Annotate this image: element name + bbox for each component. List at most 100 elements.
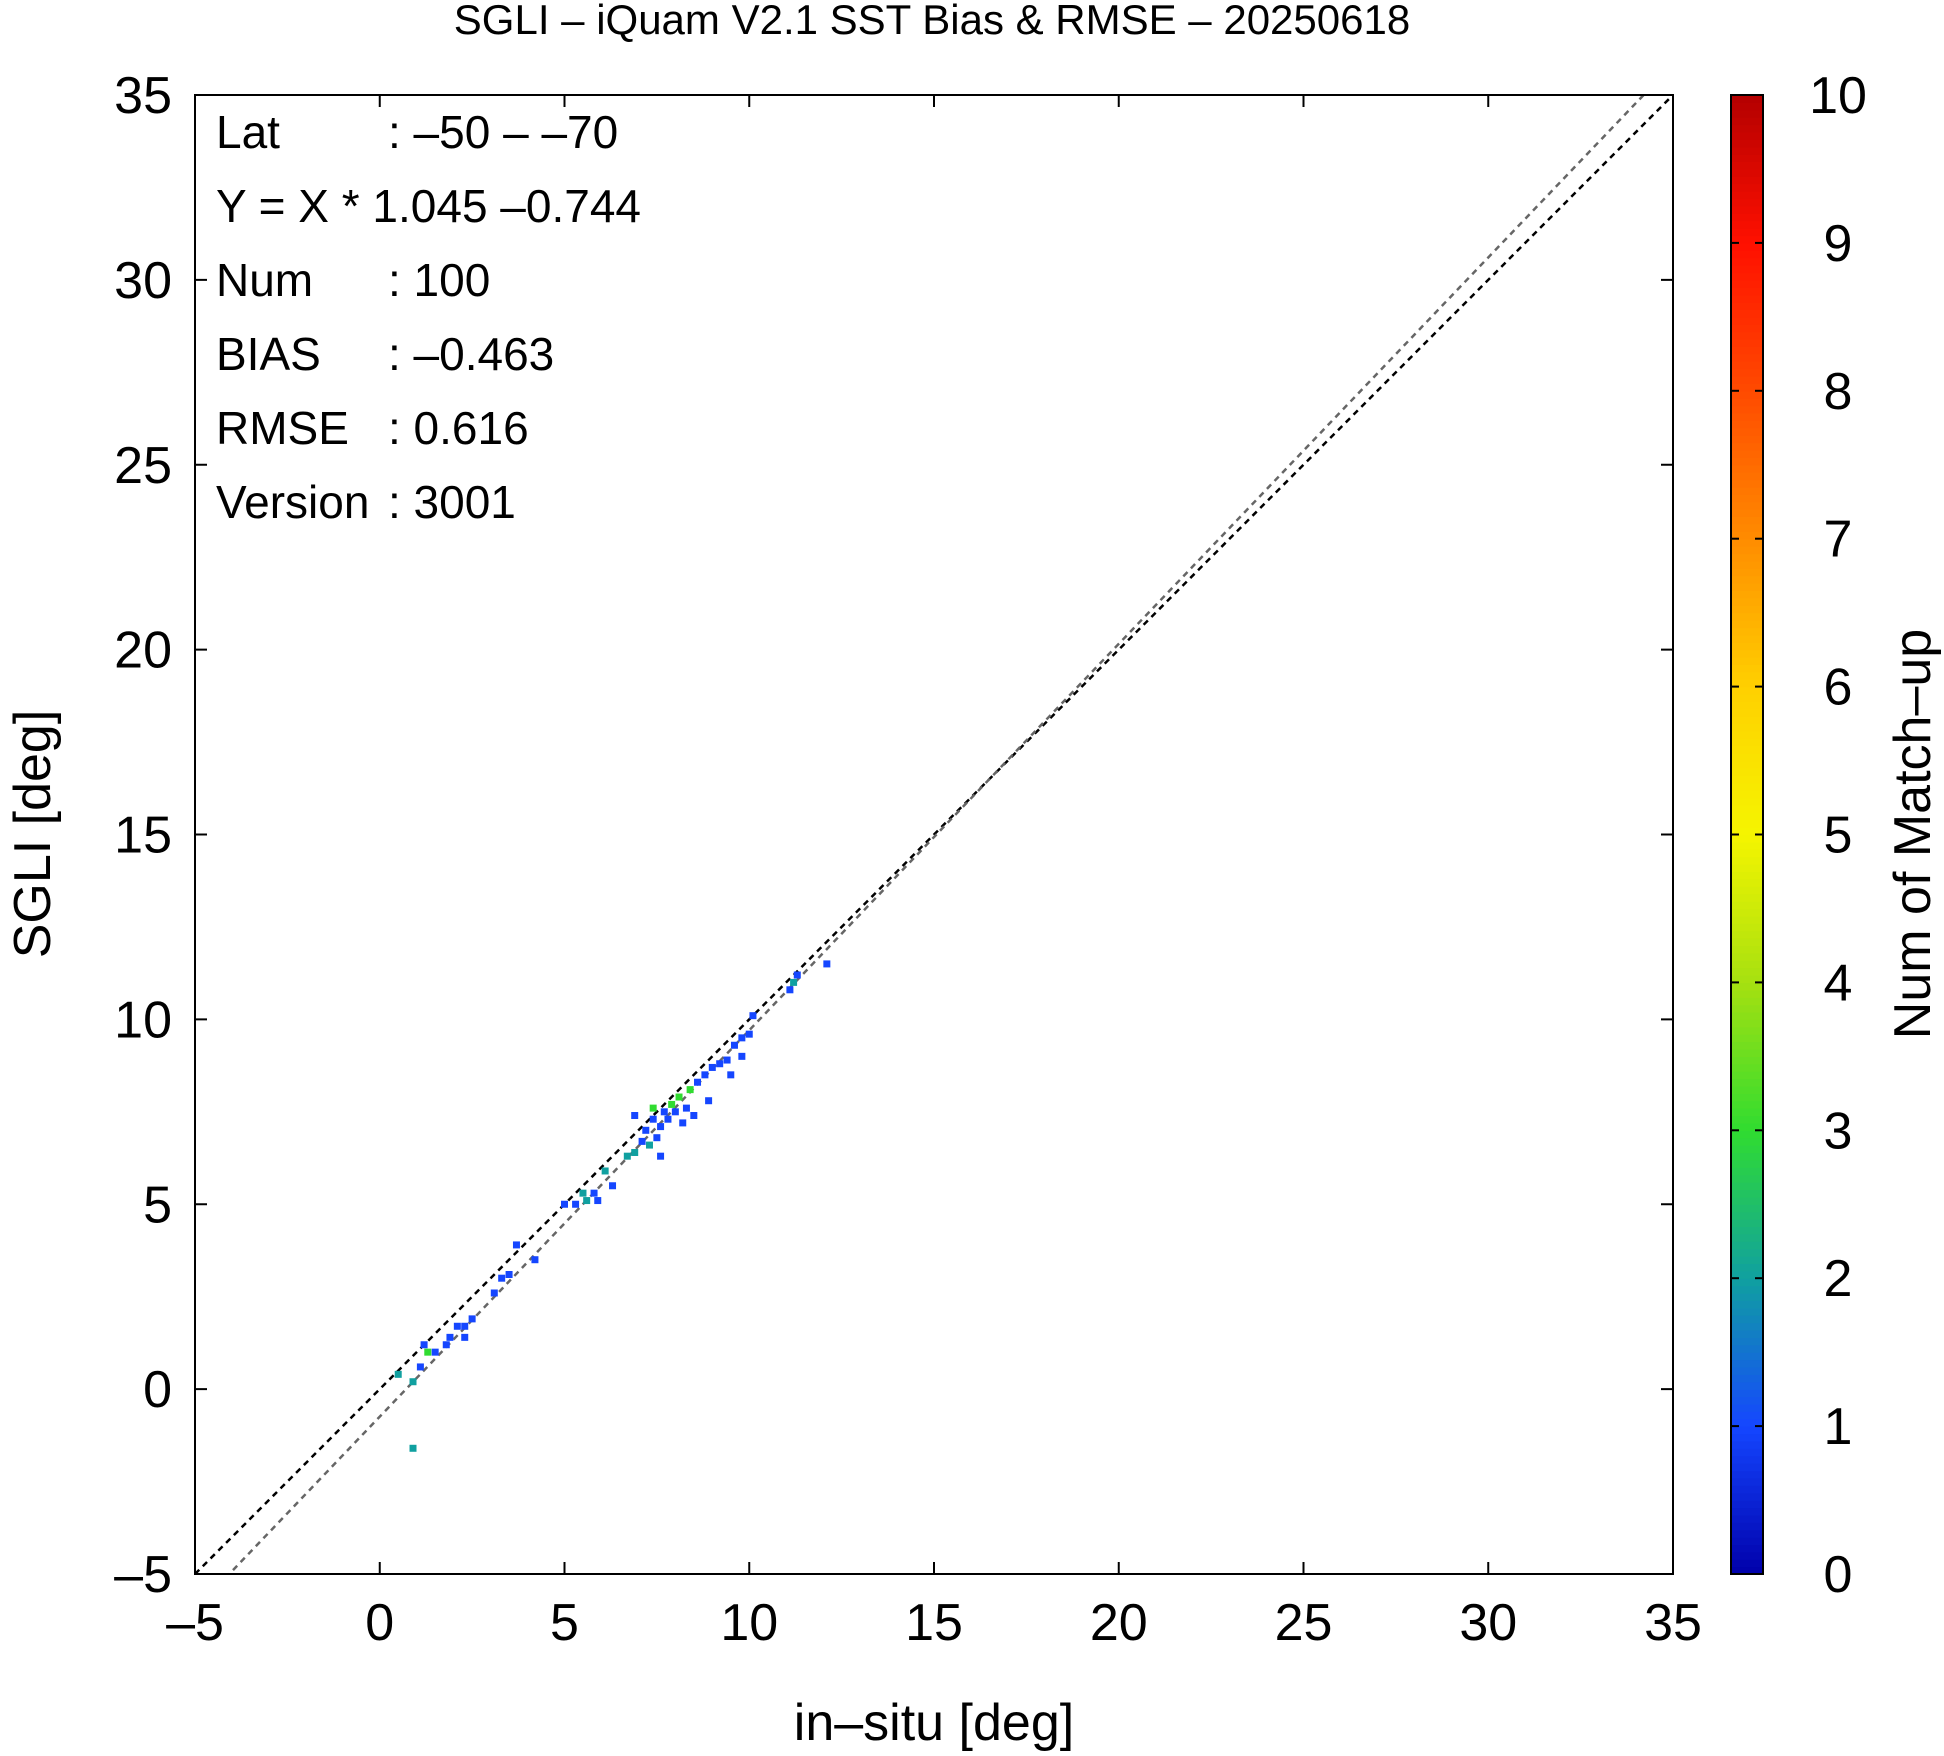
stat-value: : 3001	[388, 476, 516, 528]
data-point	[505, 1271, 513, 1279]
colorbar-segment	[1731, 671, 1763, 680]
colorbar-segment	[1731, 1256, 1763, 1265]
colorbar-segment	[1731, 1514, 1763, 1523]
colorbar-segment	[1731, 1448, 1763, 1457]
colorbar-segment	[1731, 457, 1763, 466]
colorbar-segment	[1731, 841, 1763, 850]
colorbar-segment	[1731, 952, 1763, 961]
colorbar-segment	[1731, 797, 1763, 806]
colorbar-segment	[1731, 1130, 1763, 1139]
colorbar-segment	[1731, 242, 1763, 251]
data-point	[664, 1115, 672, 1123]
data-point	[409, 1444, 417, 1452]
y-axis-ticks: –5 0 5 10 15 20 25 30 35	[114, 67, 1673, 1604]
x-tick-label: 15	[905, 1594, 963, 1652]
colorbar-segment	[1731, 257, 1763, 266]
colorbar-segment	[1731, 531, 1763, 540]
y-tick-label: 25	[114, 437, 172, 495]
colorbar-segment	[1731, 376, 1763, 385]
colorbar-segment	[1731, 738, 1763, 747]
data-point	[461, 1322, 469, 1330]
colorbar-segment	[1731, 316, 1763, 325]
y-tick-label: –5	[114, 1546, 172, 1604]
colorbar-segment	[1731, 1544, 1763, 1553]
colorbar-segment	[1731, 272, 1763, 281]
colorbar-segment	[1731, 886, 1763, 895]
colorbar-segment	[1731, 95, 1763, 103]
colorbar-segment	[1731, 1381, 1763, 1390]
stat-value: : 100	[388, 254, 490, 306]
colorbar-segment	[1731, 1182, 1763, 1191]
data-point	[594, 1197, 602, 1205]
colorbar-segment	[1731, 220, 1763, 229]
colorbar-swatches	[1731, 95, 1763, 1575]
colorbar-segment	[1731, 198, 1763, 207]
colorbar-segment	[1731, 346, 1763, 355]
colorbar-segment	[1731, 1122, 1763, 1131]
colorbar-segment	[1731, 568, 1763, 577]
colorbar-segment	[1731, 1071, 1763, 1080]
data-point	[690, 1112, 698, 1120]
data-point	[790, 978, 798, 986]
data-point	[453, 1322, 461, 1330]
reference-lines	[195, 95, 1673, 1574]
data-point	[609, 1182, 617, 1190]
colorbar-segment	[1731, 435, 1763, 444]
colorbar-segment	[1731, 427, 1763, 436]
data-point	[653, 1134, 661, 1142]
colorbar-segment	[1731, 353, 1763, 362]
colorbar-segment	[1731, 575, 1763, 584]
colorbar-segment	[1731, 235, 1763, 244]
colorbar-segment	[1731, 1056, 1763, 1065]
data-point	[649, 1115, 657, 1123]
data-point	[442, 1341, 450, 1349]
stat-key: Y = X * 1.045 –0.744	[216, 180, 641, 232]
colorbar-segment	[1731, 486, 1763, 495]
colorbar-segment	[1731, 679, 1763, 688]
data-point	[675, 1093, 683, 1101]
colorbar-segment	[1731, 1433, 1763, 1442]
colorbar-segment	[1731, 1344, 1763, 1353]
x-tick-label: 0	[365, 1594, 394, 1652]
data-point	[745, 1030, 753, 1038]
colorbar-segment	[1731, 1248, 1763, 1257]
colorbar-segment	[1731, 775, 1763, 784]
data-point	[631, 1112, 639, 1120]
y-tick-label: 20	[114, 622, 172, 680]
colorbar-segment	[1731, 302, 1763, 311]
colorbar-segment	[1731, 1019, 1763, 1028]
colorbar-segment	[1731, 339, 1763, 348]
x-axis-label: in–situ [deg]	[794, 1694, 1074, 1752]
colorbar-segment	[1731, 1507, 1763, 1516]
colorbar-segment	[1731, 782, 1763, 791]
colorbar-tick-label: 9	[1824, 215, 1853, 273]
data-point	[679, 1119, 687, 1127]
colorbar-segment	[1731, 945, 1763, 954]
stat-value: : 0.616	[388, 402, 529, 454]
colorbar-segment	[1731, 1093, 1763, 1102]
colorbar-segment	[1731, 553, 1763, 562]
colorbar-segment	[1731, 146, 1763, 155]
y-tick-label: 10	[114, 991, 172, 1049]
data-point	[708, 1063, 716, 1071]
colorbar-segment	[1731, 1529, 1763, 1538]
colorbar-segment	[1731, 1389, 1763, 1398]
colorbar-segment	[1731, 1352, 1763, 1361]
data-point	[649, 1104, 657, 1112]
colorbar-segment	[1731, 693, 1763, 702]
colorbar-segment	[1731, 1440, 1763, 1449]
colorbar-segment	[1731, 1078, 1763, 1087]
data-point	[682, 1104, 690, 1112]
colorbar-segment	[1731, 1285, 1763, 1294]
colorbar-segment	[1731, 294, 1763, 303]
colorbar-segment	[1731, 449, 1763, 458]
colorbar-tick-label: 8	[1824, 363, 1853, 421]
colorbar: 0 1 2 3 4 5 6 7 8 9 10 Num of Match–up	[1730, 67, 1942, 1604]
colorbar-segment	[1731, 213, 1763, 222]
colorbar-segment	[1731, 804, 1763, 813]
colorbar-segment	[1731, 1233, 1763, 1242]
colorbar-segment	[1731, 560, 1763, 569]
colorbar-tick-label: 7	[1824, 511, 1853, 569]
colorbar-segment	[1731, 1278, 1763, 1287]
data-point	[645, 1141, 653, 1149]
